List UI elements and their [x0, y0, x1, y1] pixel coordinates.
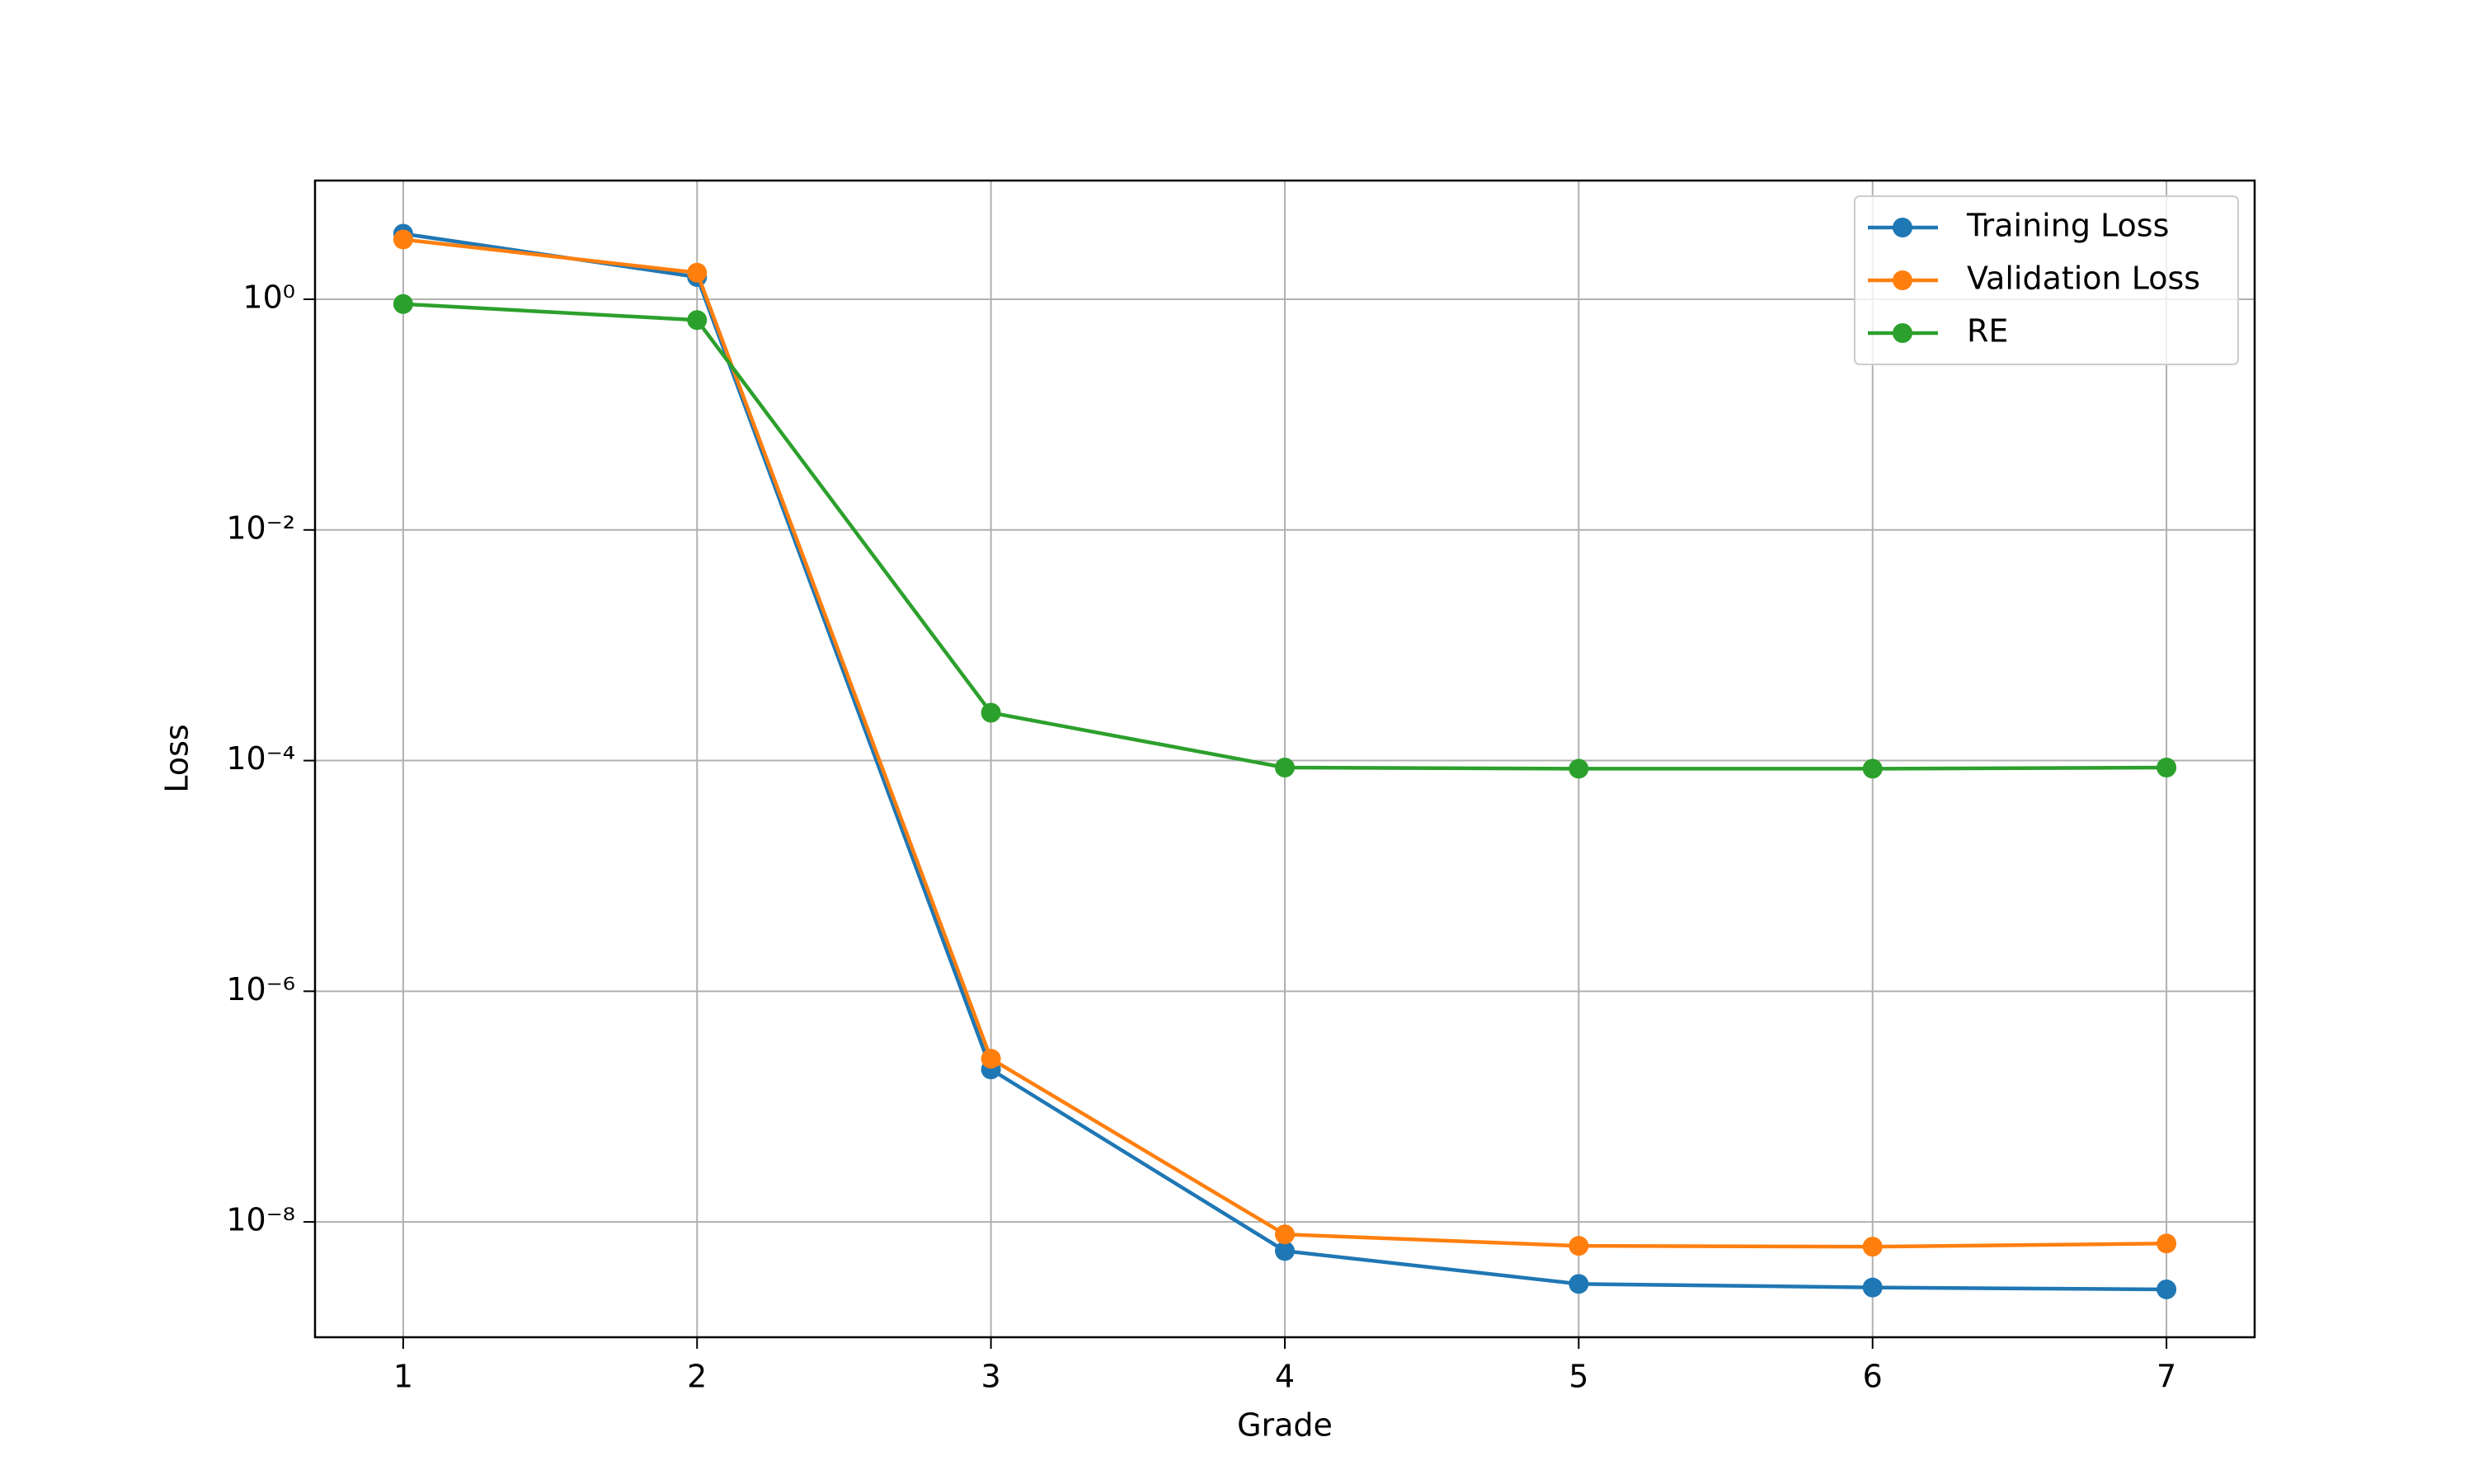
- y-tick-label: 10⁻²: [226, 510, 295, 546]
- y-tick-label: 10⁻⁶: [226, 971, 295, 1007]
- legend-label: Validation Loss: [1967, 261, 2200, 297]
- legend-marker: [1893, 323, 1912, 343]
- x-tick-label: 2: [687, 1359, 707, 1395]
- data-point: [1862, 1277, 1883, 1298]
- y-tick-label: 10⁻⁴: [226, 740, 295, 777]
- data-point: [1569, 1236, 1589, 1256]
- legend-box: [1854, 195, 2239, 365]
- legend: Training Loss Validation Loss RE: [1854, 195, 2239, 365]
- y-tick-label: 10⁻⁸: [226, 1202, 295, 1238]
- plot-layer: [393, 223, 2177, 1299]
- data-point: [1569, 758, 1589, 779]
- data-point: [981, 702, 1001, 723]
- x-tick-label: 4: [1275, 1359, 1295, 1395]
- data-point: [1569, 1274, 1589, 1294]
- data-point: [2157, 1233, 2177, 1254]
- x-tick-label: 3: [981, 1359, 1001, 1395]
- x-tick-label: 1: [393, 1359, 413, 1395]
- y-tick-label: 10⁰: [242, 279, 295, 315]
- legend-label: Training Loss: [1966, 208, 2169, 244]
- data-point: [687, 310, 708, 331]
- x-tick-label: 6: [1863, 1359, 1883, 1395]
- data-point: [2157, 1279, 2177, 1299]
- data-point: [1275, 1224, 1295, 1245]
- legend-label: RE: [1967, 313, 2008, 350]
- x-axis-label: Grade: [1237, 1407, 1333, 1444]
- data-point: [1275, 758, 1295, 778]
- x-tick-label: 5: [1569, 1359, 1588, 1395]
- data-point: [1275, 1241, 1295, 1261]
- data-point: [1862, 1237, 1883, 1257]
- data-point: [687, 262, 708, 283]
- tick-layer: 1 2 3 4 5 6 7 10⁻⁸ 10⁻⁶ 10⁻⁴ 10⁻² 10⁰: [226, 279, 2176, 1394]
- data-point: [393, 294, 413, 314]
- data-point: [1862, 758, 1883, 779]
- legend-marker: [1893, 218, 1912, 237]
- data-point: [2157, 758, 2177, 778]
- x-tick-label: 7: [2157, 1359, 2176, 1395]
- data-point: [981, 1049, 1001, 1069]
- legend-marker: [1893, 270, 1912, 290]
- data-point: [393, 229, 413, 250]
- y-axis-label: Loss: [159, 724, 195, 792]
